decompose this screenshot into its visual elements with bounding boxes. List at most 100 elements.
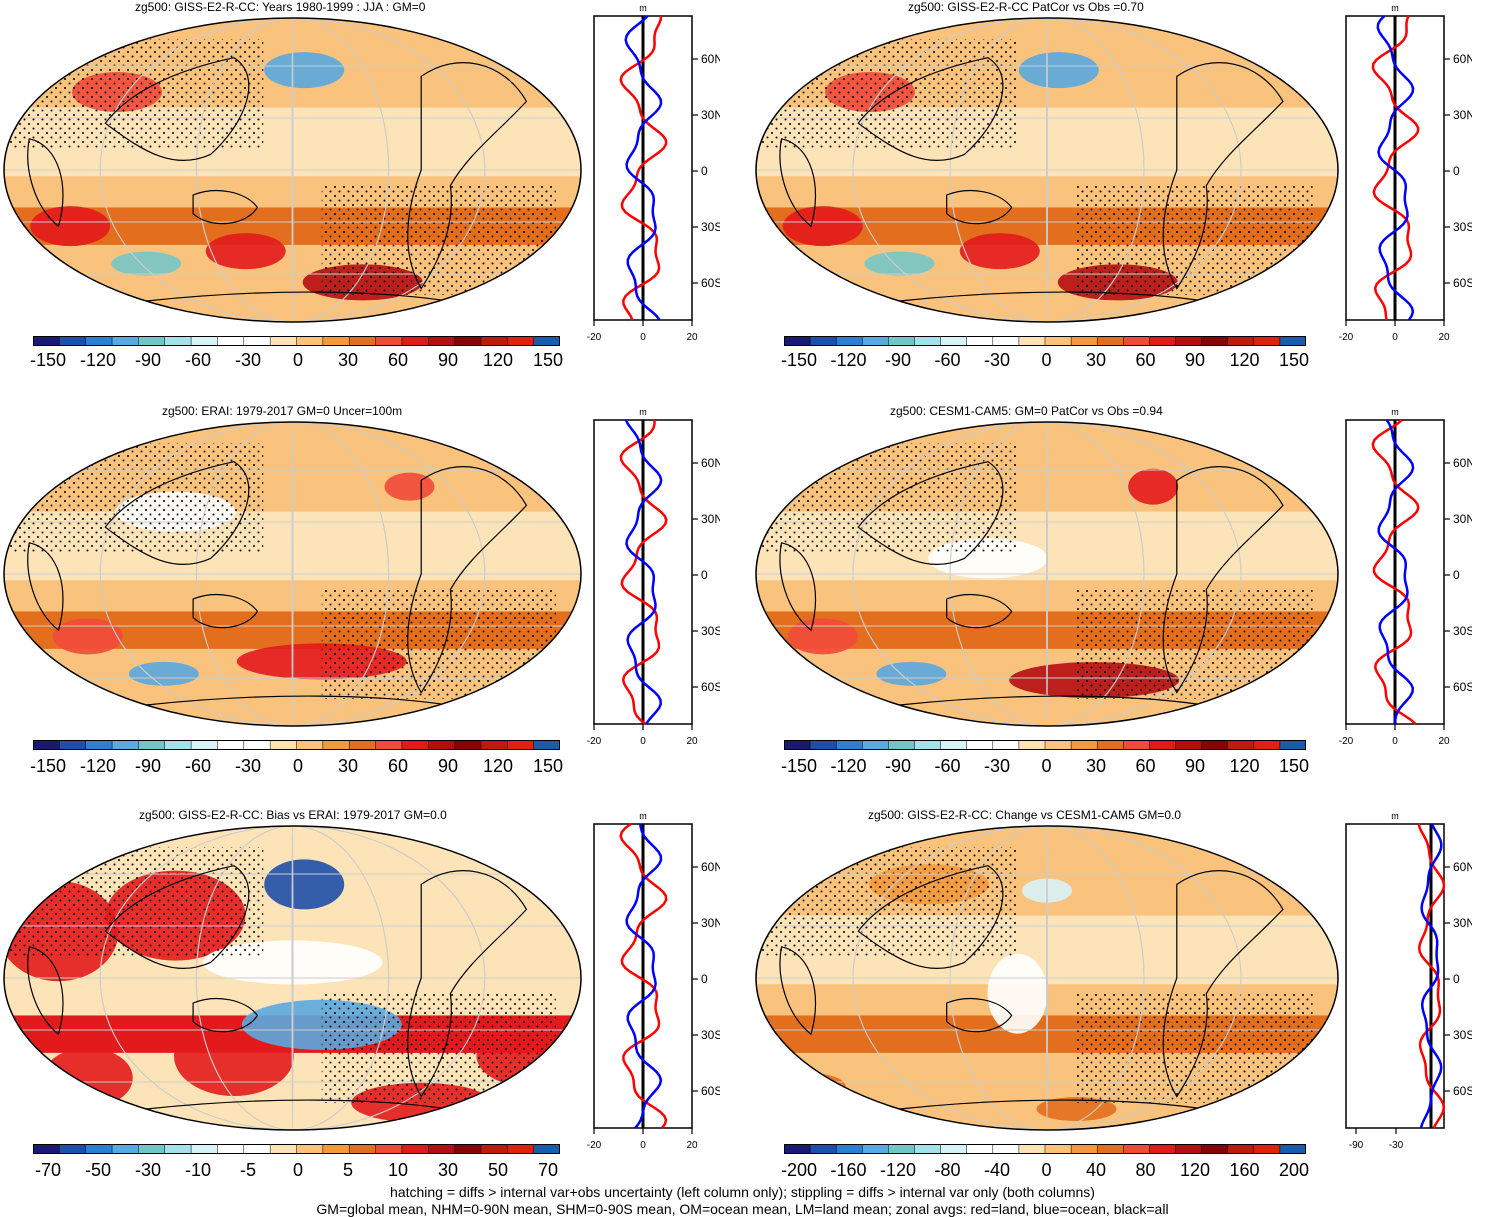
zonal-unit-label: m [639,407,647,417]
colorbar-swatch [914,740,942,750]
map-coastline [192,189,259,225]
map-coastline [407,870,528,1098]
zonal-unit-label: m [1391,407,1399,417]
zonal-ocean-mean-line [625,823,663,1129]
colorbar-swatch [507,1144,535,1154]
colorbar-swatch [784,740,811,750]
zonal-x-label: 0 [1392,736,1398,747]
colorbar-swatch [1044,336,1072,346]
colorbar-swatch [1018,740,1046,750]
colorbar-swatch [966,740,994,750]
colorbar-tick-label: 50 [487,1160,509,1180]
colorbar-swatch [1096,740,1125,750]
colorbar-swatch [1175,336,1203,346]
colorbar-swatch [1149,1144,1177,1154]
zonal-x-label: -20 [587,736,602,747]
map-coastline [779,946,817,1036]
colorbar-swatch [1018,336,1046,346]
map-coastline [1162,62,1284,290]
zonal-x-label: 0 [640,1140,646,1151]
colorbar-swatch [322,1144,350,1154]
colorbar-swatch [784,336,811,346]
map-panel-5 [3,825,582,1131]
colorbar-tick-label: 30 [1085,350,1107,370]
zonal-ocean-mean-line [624,419,663,725]
colorbar-swatch [992,1144,1020,1154]
colorbar-swatch [888,1144,916,1154]
colorbar-swatch [428,1144,456,1154]
zonal-lat-label: 60S [701,1084,720,1098]
zonal-panel-2: m 60N 30N 0 30S 60S -20 0 20 [1339,3,1472,343]
map-stippling [1076,589,1313,699]
colorbar-swatch [1175,1144,1203,1154]
colorbar-swatch [190,1144,219,1154]
map-border [3,17,582,323]
map-stippling [4,846,264,957]
colorbar-labels-1: -150 -120 -90 -60 -30 0 30 60 90 120 150 [28,350,568,371]
colorbar-swatch [59,336,87,346]
map-stippling [756,442,1018,553]
zonal-x-label: 20 [1438,736,1450,747]
map-coastline [192,997,259,1033]
colorbar-swatch [914,1144,942,1154]
colorbar-swatch [296,740,324,750]
zonal-ocean-mean-line [624,15,663,321]
colorbar-swatch [269,336,298,346]
zonal-lat-label: 30S [701,1028,720,1042]
colorbar-tick-label: 0 [292,756,303,776]
colorbar-tick-label: 30 [337,756,359,776]
colorbar-tick-label: 150 [532,756,564,776]
colorbar-swatch [33,1144,61,1154]
map-coastline [779,138,817,228]
zonal-x-label: -20 [587,1140,602,1151]
colorbar-swatch [533,1144,560,1154]
colorbar-swatch [835,336,864,346]
colorbar-swatch [1201,740,1229,750]
colorbar-tick-label: -60 [934,756,961,776]
colorbar-swatch [59,740,87,750]
zonal-panel-5: m 60N 30N 0 30S 60S -20 0 20 [587,811,720,1151]
colorbar-tick-label: -160 [830,1160,867,1180]
colorbar-tick-label: -70 [34,1160,61,1180]
colorbar-tick-label: 0 [1041,350,1052,370]
colorbar-tick-label: 90 [437,756,459,776]
zonal-lat-label: 60N [1453,456,1472,470]
colorbar-tick-label: 30 [337,350,359,370]
colorbar-tick-label: -90 [134,756,161,776]
colorbar-tick-label: 90 [1184,350,1206,370]
map-field-anomaly [128,661,199,686]
colorbar-swatch [1096,336,1125,346]
zonal-land-mean-line [1371,15,1420,321]
colorbar-swatch [33,336,61,346]
zonal-lat-label: 30N [1453,108,1472,122]
map-coastline [104,57,250,162]
map-coastline [946,189,1013,225]
map-stippling [4,38,264,149]
panel-title-4: zg500: CESM1-CAM5: GM=0 PatCor vs Obs =0… [890,404,1163,418]
zonal-lat-label: 30S [1453,1028,1472,1042]
colorbar-swatch [322,336,350,346]
colorbar-tick-label: -90 [884,756,911,776]
colorbar-swatch [33,740,61,750]
colorbar-swatch [809,740,837,750]
colorbar-swatch [1149,336,1177,346]
colorbar-swatch [428,740,456,750]
zonal-lat-label: 30S [1453,624,1472,638]
map-stippling [1076,185,1313,295]
colorbar-swatch [1201,336,1229,346]
colorbar-3 [33,740,560,750]
map-border [755,825,1339,1131]
colorbar-swatch [862,740,890,750]
map-field-anomaly [959,233,1040,270]
map-meridian [852,826,1242,1130]
colorbar-2 [784,336,1306,346]
panel-title-1: zg500: GISS-E2-R-CC: Years 1980-1999 : J… [135,0,426,14]
panel-title-5: zg500: GISS-E2-R-CC: Bias vs ERAI: 1979-… [139,808,447,822]
map-field-anomaly [787,618,858,655]
colorbar-swatch [85,740,113,750]
colorbar-swatch [243,1144,271,1154]
zonal-lat-label: 60N [1453,860,1472,874]
colorbar-4 [784,740,1306,750]
colorbar-tick-label: -120 [79,350,117,370]
colorbar-swatch [243,740,271,750]
